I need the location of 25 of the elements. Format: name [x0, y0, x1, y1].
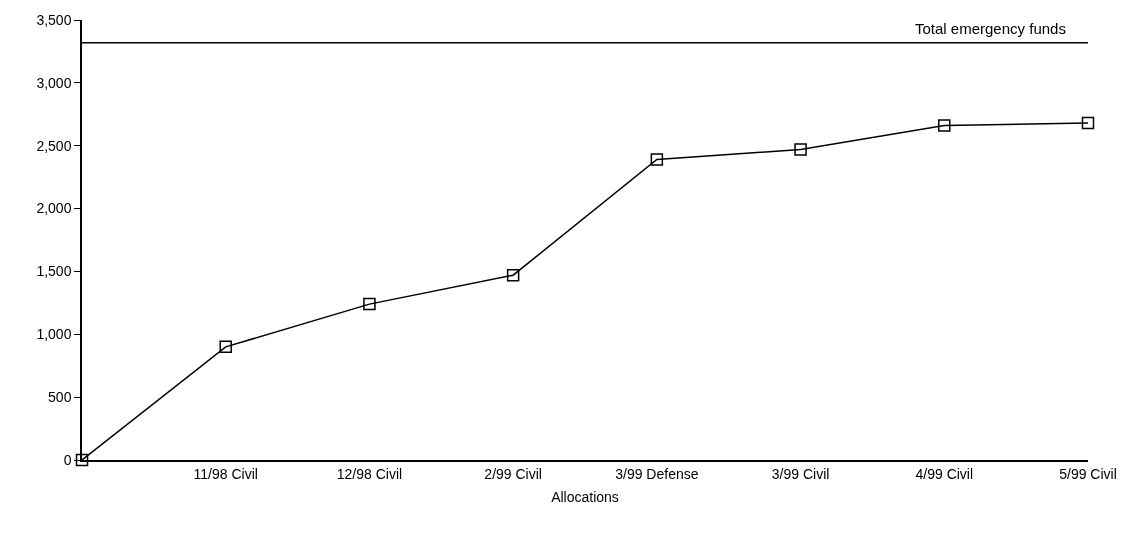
y-tick-label: 3,500 [36, 11, 72, 28]
x-tick-label: 5/99 Civil [1059, 465, 1117, 482]
x-tick-label: 11/98 Civil [193, 465, 258, 482]
y-tick-label: 500 [48, 389, 72, 406]
point [938, 119, 951, 132]
point [363, 297, 376, 311]
y-tick-label: 0 [63, 451, 72, 468]
ref-line-label: Total emergency funds [915, 20, 1066, 37]
x-tick-label: 2/99 Civil [484, 465, 542, 482]
point [650, 153, 664, 166]
point [794, 143, 807, 156]
point [219, 340, 232, 354]
x-tick-label: 4/99 Civil [915, 465, 974, 482]
y-tick-label: 1,000 [36, 326, 72, 343]
y-tick-label: 2,000 [36, 200, 72, 217]
x-axis-title: Allocations [551, 489, 619, 506]
x-tick-label: 3/99 Civil [771, 465, 830, 482]
x-tick-label: 12/98 Civil [336, 465, 403, 482]
point [506, 268, 520, 282]
y-tick-label: 2,500 [36, 137, 72, 154]
y-tick-label: 3,000 [36, 74, 72, 91]
y-tick-label: 1,500 [36, 263, 72, 280]
point [1081, 116, 1095, 130]
point [75, 453, 89, 467]
x-tick-label: 3/99 Defense [615, 465, 699, 482]
